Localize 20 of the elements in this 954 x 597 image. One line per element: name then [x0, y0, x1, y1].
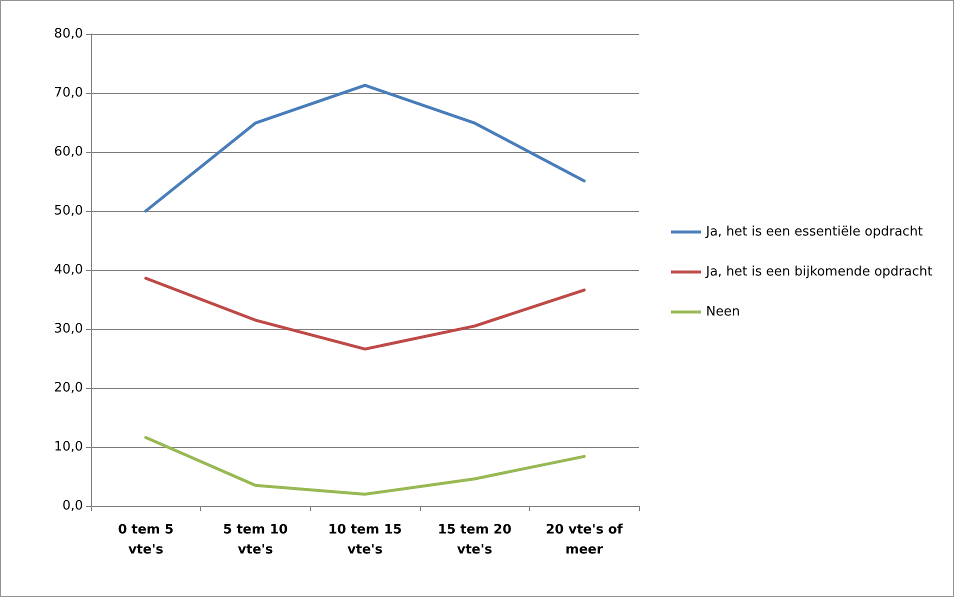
legend-label: Ja, het is een bijkomende opdracht [705, 264, 932, 280]
legend-label: Neen [706, 304, 740, 320]
x-tick-label: 5 tem 10 vte's [223, 522, 288, 558]
x-tick-label: 20 vte's of meer [546, 522, 624, 558]
y-tick-label: 50,0 [54, 204, 83, 218]
y-tick-label: 60,0 [54, 144, 83, 160]
x-tick-label: 0 tem 5 vte's [118, 522, 174, 558]
line-series [144, 276, 586, 351]
y-tick-label: 80,0 [54, 26, 83, 42]
y-tick-label: 40,0 [54, 262, 83, 278]
y-tick-label: 70,0 [54, 86, 83, 100]
line-series [144, 436, 586, 496]
y-tick-label: 0,0 [62, 498, 83, 514]
x-tick-label: 15 tem 20 vte's [438, 522, 512, 558]
line-series [144, 84, 586, 212]
y-tick-label: 20,0 [54, 380, 83, 396]
y-tick-label: 10,0 [54, 440, 83, 454]
legend-label: Ja, het is een essentiële opdracht [705, 224, 923, 240]
x-tick-label: 10 tem 15 vte's [328, 522, 402, 558]
y-tick-label: 30,0 [54, 322, 83, 336]
